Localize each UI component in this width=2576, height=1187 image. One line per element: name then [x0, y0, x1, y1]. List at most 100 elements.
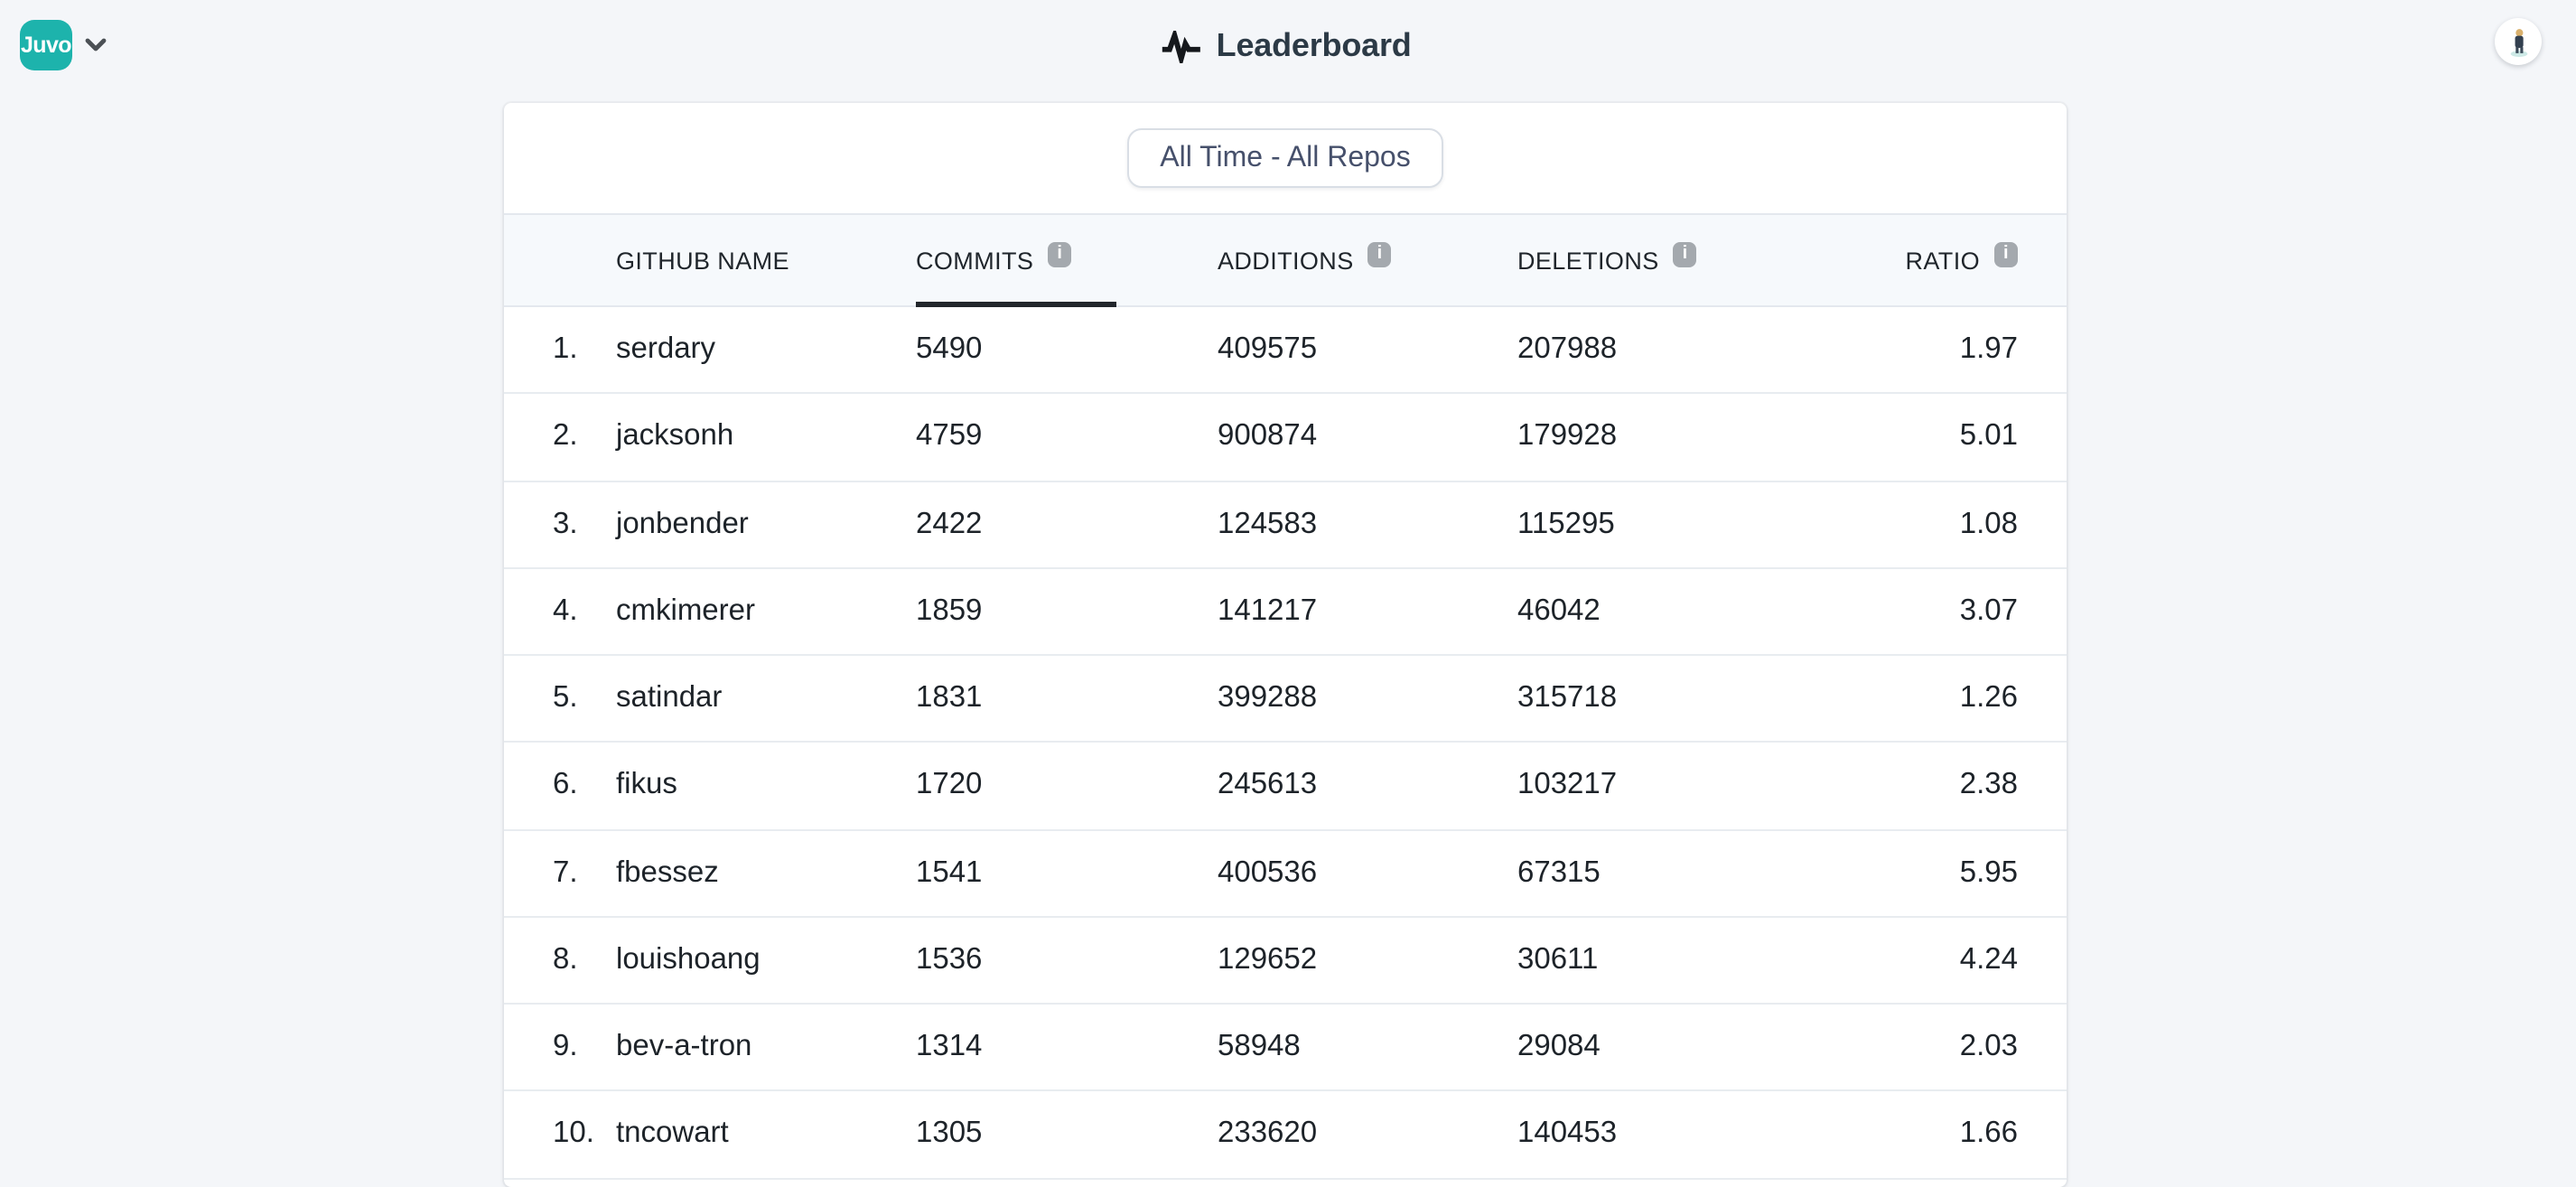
active-column-underline: [916, 302, 1116, 307]
github-name-cell: bev-a-tron: [616, 1030, 752, 1063]
column-header-commits[interactable]: COMMITS i: [887, 215, 1189, 307]
rank-cell: 4.: [553, 594, 578, 627]
leaderboard-card: All Time - All Repos GITHUB NAME COMMITS…: [504, 103, 2067, 1187]
column-header-label: DELETIONS: [1517, 247, 1659, 274]
deletions-cell: 103217: [1517, 768, 1618, 801]
avatar-character-icon: [2509, 28, 2527, 56]
github-name-cell: satindar: [616, 681, 723, 715]
github-name-cell: serdary: [616, 332, 716, 366]
github-name-cell: fikus: [616, 768, 677, 801]
rank-cell: 1.: [553, 332, 578, 366]
deletions-cell: 46042: [1517, 594, 1601, 627]
info-icon[interactable]: i: [1994, 242, 2018, 267]
rank-cell: 3.: [553, 507, 578, 540]
rank-cell: 2.: [553, 419, 578, 453]
deletions-cell: 140453: [1517, 1117, 1618, 1150]
additions-cell: 233620: [1218, 1117, 1318, 1150]
info-icon[interactable]: i: [1048, 242, 1072, 267]
commits-cell: 1305: [916, 1117, 983, 1150]
table-row: 3. jonbender 2422 124583 115295 1.08: [504, 481, 2067, 569]
ratio-cell: 2.03: [1959, 1030, 2018, 1063]
info-icon[interactable]: i: [1673, 242, 1697, 267]
page-title: Leaderboard: [1216, 27, 1412, 63]
github-name-cell: fbessez: [616, 855, 719, 889]
pulse-icon: [1162, 30, 1200, 62]
commits-cell: 1720: [916, 768, 983, 801]
column-header-deletions[interactable]: DELETIONS i: [1489, 215, 1759, 305]
additions-cell: 245613: [1218, 768, 1318, 801]
table-header-row: GITHUB NAME COMMITS i ADDITIONS i DELETI…: [504, 213, 2067, 307]
github-name-cell: jonbender: [616, 507, 749, 540]
column-header-label: ADDITIONS: [1218, 247, 1354, 274]
ratio-cell: 5.95: [1959, 855, 2018, 889]
additions-cell: 400536: [1218, 855, 1318, 889]
column-header-label: COMMITS: [916, 247, 1034, 274]
additions-cell: 58948: [1218, 1030, 1301, 1063]
table-row: 6. fikus 1720 245613 103217 2.38: [504, 743, 2067, 830]
table-row: 8. louishoang 1536 129652 30611 4.24: [504, 917, 2067, 1005]
chevron-down-icon[interactable]: [85, 38, 107, 52]
juvo-logo[interactable]: Juvo: [20, 20, 72, 70]
deletions-cell: 67315: [1517, 855, 1601, 889]
github-name-cell: jacksonh: [616, 419, 734, 453]
additions-cell: 399288: [1218, 681, 1318, 715]
additions-cell: 124583: [1218, 507, 1318, 540]
rank-cell: 6.: [553, 768, 578, 801]
ratio-cell: 1.97: [1959, 332, 2018, 366]
additions-cell: 409575: [1218, 332, 1318, 366]
table-row: 4. cmkimerer 1859 141217 46042 3.07: [504, 568, 2067, 656]
table-row: 5. satindar 1831 399288 315718 1.26: [504, 656, 2067, 743]
deletions-cell: 30611: [1517, 942, 1599, 976]
avatar[interactable]: [2495, 18, 2542, 65]
additions-cell: 900874: [1218, 419, 1318, 453]
ratio-cell: 3.07: [1959, 594, 2018, 627]
card-toolbar: All Time - All Repos: [504, 103, 2067, 213]
deletions-cell: 179928: [1517, 419, 1618, 453]
ratio-cell: 4.24: [1959, 942, 2018, 976]
table-body: 1. serdary 5490 409575 207988 1.97 2. ja…: [504, 307, 2067, 1179]
github-name-cell: tncowart: [616, 1117, 729, 1150]
ratio-cell: 2.38: [1959, 768, 2018, 801]
rank-cell: 9.: [553, 1030, 578, 1063]
github-name-cell: cmkimerer: [616, 594, 755, 627]
table-row: 7. fbessez 1541 400536 67315 5.95: [504, 830, 2067, 918]
ratio-cell: 1.66: [1959, 1117, 2018, 1150]
commits-cell: 1831: [916, 681, 983, 715]
deletions-cell: 115295: [1517, 507, 1615, 540]
column-header-additions[interactable]: ADDITIONS i: [1189, 215, 1489, 305]
commits-cell: 1541: [916, 855, 983, 889]
info-icon[interactable]: i: [1367, 242, 1392, 267]
table-row: 10. tncowart 1305 233620 140453 1.66: [504, 1091, 2067, 1179]
additions-cell: 141217: [1218, 594, 1318, 627]
column-header-label: RATIO: [1905, 247, 1980, 274]
ratio-cell: 1.26: [1959, 681, 2018, 715]
table-row: 9. bev-a-tron 1314 58948 29084 2.03: [504, 1005, 2067, 1092]
commits-cell: 1536: [916, 942, 983, 976]
table-row: 2. jacksonh 4759 900874 179928 5.01: [504, 394, 2067, 481]
column-header-ratio[interactable]: RATIO i: [1759, 215, 2067, 305]
deletions-cell: 207988: [1517, 332, 1618, 366]
commits-cell: 1314: [916, 1030, 983, 1063]
commits-cell: 4759: [916, 419, 983, 453]
column-header-rank: [504, 215, 605, 305]
commits-cell: 5490: [916, 332, 983, 366]
org-switcher[interactable]: Juvo: [20, 20, 107, 70]
table-row: 1. serdary 5490 409575 207988 1.97: [504, 307, 2067, 395]
column-header-github-name[interactable]: GITHUB NAME: [605, 215, 887, 305]
deletions-cell: 315718: [1517, 681, 1618, 715]
deletions-cell: 29084: [1517, 1030, 1601, 1063]
page-title-group: Leaderboard: [1162, 0, 1412, 92]
rank-cell: 8.: [553, 942, 578, 976]
rank-cell: 5.: [553, 681, 578, 715]
commits-cell: 2422: [916, 507, 983, 540]
column-header-label: GITHUB NAME: [616, 247, 789, 274]
additions-cell: 129652: [1218, 942, 1318, 976]
ratio-cell: 1.08: [1959, 507, 2018, 540]
commits-cell: 1859: [916, 594, 983, 627]
time-repo-filter-button[interactable]: All Time - All Repos: [1127, 128, 1443, 188]
ratio-cell: 5.01: [1959, 419, 2018, 453]
github-name-cell: louishoang: [616, 942, 761, 976]
rank-cell: 7.: [553, 855, 578, 889]
rank-cell: 10.: [553, 1117, 594, 1150]
